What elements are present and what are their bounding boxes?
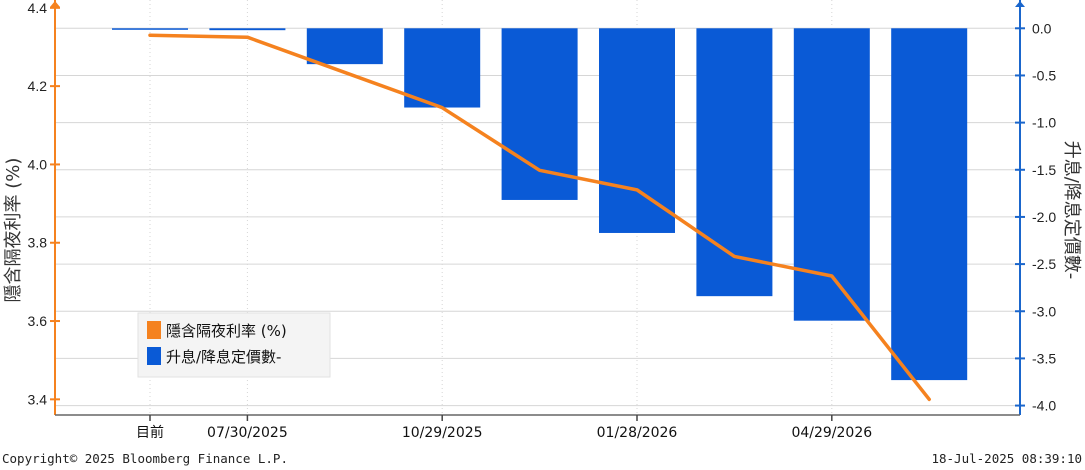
right-tick-label: -1.0 [1032, 115, 1056, 131]
copyright-text: Copyright© 2025 Bloomberg Finance L.P. [2, 451, 288, 466]
right-tick-label: -2.5 [1032, 256, 1056, 272]
legend-box [137, 312, 331, 378]
right-tick-label: -0.5 [1032, 67, 1056, 83]
right-tick-label: -3.0 [1032, 303, 1056, 319]
bar [404, 28, 481, 108]
legend-swatch-bar [147, 347, 161, 365]
left-tick-label: 4.4 [28, 0, 48, 16]
x-tick-label: 目前 [136, 424, 164, 441]
left-tick-label: 3.8 [28, 235, 48, 251]
left-axis-title: 隱含隔夜利率 (%) [3, 158, 24, 303]
right-tick-label: -4.0 [1032, 398, 1056, 414]
legend-swatch-line [147, 321, 161, 339]
line-series [148, 33, 931, 402]
right-tick-label: -2.0 [1032, 209, 1056, 225]
bar [696, 28, 773, 297]
timestamp-text: 18-Jul-2025 08:39:10 [931, 451, 1082, 466]
legend-label-line: 隱含隔夜利率 (%) [166, 322, 287, 340]
bar [891, 28, 968, 381]
x-tick-label: 10/29/2025 [402, 425, 483, 441]
left-axis-arrow [50, 1, 60, 7]
x-tick-label: 01/28/2026 [597, 425, 678, 441]
right-axis-arrow [1015, 1, 1025, 7]
left-tick-label: 3.6 [28, 313, 48, 329]
x-tick-label: 04/29/2026 [791, 425, 872, 441]
right-tick-label: -1.5 [1032, 162, 1056, 178]
legend: 隱含隔夜利率 (%) 升息/降息定價數- [137, 312, 331, 378]
left-tick-label: 3.4 [28, 391, 48, 407]
left-tick-label: 4.2 [28, 78, 48, 94]
bar [599, 28, 675, 233]
right-axis-title: 升息/降息定價數- [1061, 141, 1082, 280]
left-tick-label: 4.0 [28, 156, 48, 172]
axes: 3.4 3.6 3.8 4.0 4.2 4.4 隱含隔夜利率 (%) 0.0 -0.5 -1.0 -… [3, 0, 1082, 441]
bar [209, 28, 286, 31]
bar [306, 28, 383, 65]
legend-label-bar: 升息/降息定價數- [166, 348, 281, 366]
x-tick-label: 07/30/2025 [207, 425, 288, 441]
right-tick-label: 0.0 [1032, 20, 1052, 36]
right-tick-label: -3.5 [1032, 350, 1056, 366]
grid [55, 0, 1020, 415]
bar [112, 28, 188, 30]
